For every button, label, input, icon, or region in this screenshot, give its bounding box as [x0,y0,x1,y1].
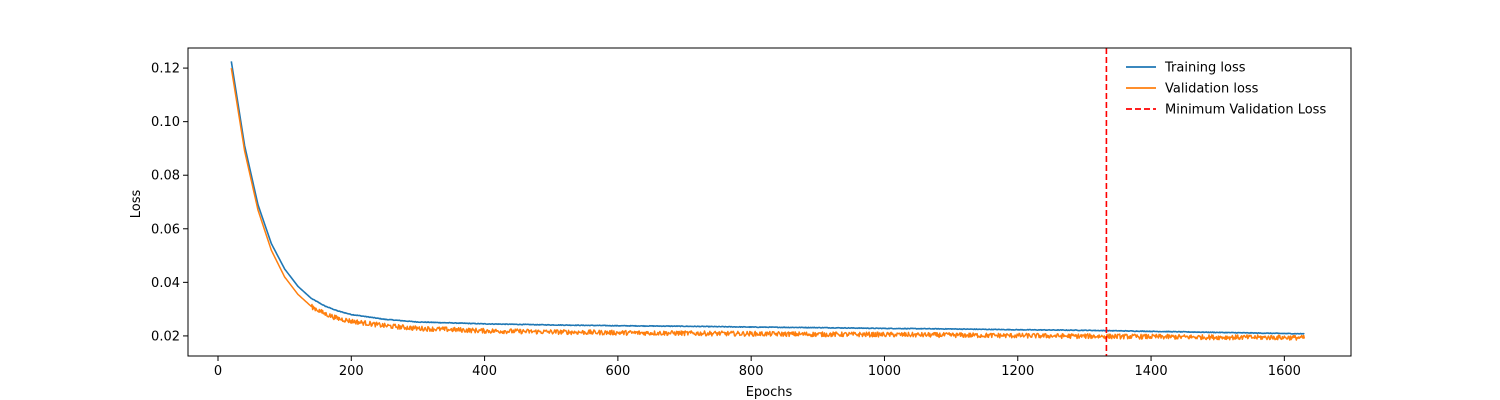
y-tick-label: 0.02 [151,329,180,344]
x-tick-label: 0 [214,364,222,379]
series-line-validation-loss [230,67,1306,341]
legend: Training loss Validation loss Minimum Vali… [1126,61,1326,118]
x-tick-label: 1000 [868,364,901,379]
x-tick-label: 1400 [1135,364,1168,379]
y-tick-label: 0.06 [151,222,180,237]
legend-label: Minimum Validation Loss [1165,103,1326,118]
series-line-training-loss [230,61,1305,335]
x-tick-label: 600 [605,364,630,379]
x-axis: 0 200 400 600 800 1000 1200 1400 1600 [214,356,1301,379]
x-tick-label: 200 [339,364,364,379]
y-tick-label: 0.10 [151,115,180,130]
x-tick-label: 400 [472,364,497,379]
series-layer [230,61,1306,341]
x-tick-label: 1600 [1268,364,1301,379]
y-axis: 0.02 0.04 0.06 0.08 0.10 0.12 [151,62,188,344]
x-tick-label: 800 [739,364,764,379]
y-axis-title: Loss [129,190,144,219]
y-tick-label: 0.08 [151,169,180,184]
y-tick-label: 0.04 [151,276,180,291]
plot-frame [187,47,1352,357]
x-tick-label: 1200 [1001,364,1034,379]
legend-label: Training loss [1164,61,1246,76]
legend-label: Validation loss [1165,82,1259,97]
x-axis-title: Epochs [746,385,793,400]
y-tick-label: 0.12 [151,62,180,77]
